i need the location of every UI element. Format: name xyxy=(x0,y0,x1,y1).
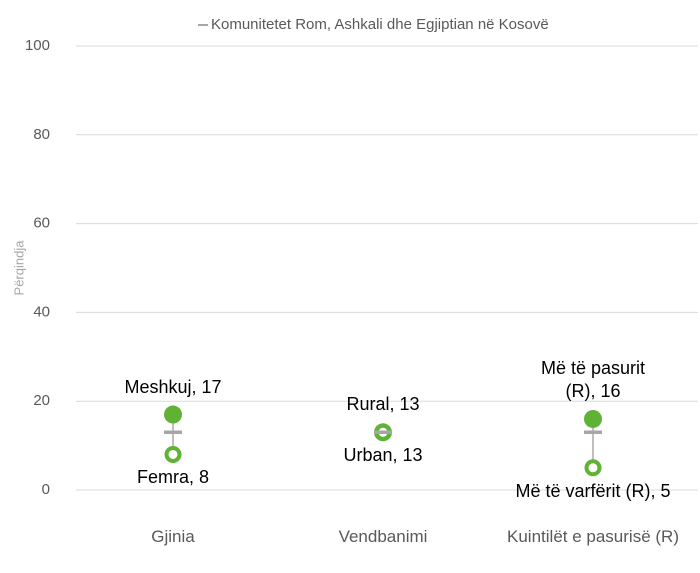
y-tick-label: 20 xyxy=(33,392,50,409)
x-tick-label: Vendbanimi xyxy=(338,527,428,546)
dot-low xyxy=(164,445,182,463)
data-label: Meshkuj, 17 xyxy=(124,376,222,397)
legend-label: Komunitetet Rom, Ashkali dhe Egjiptian n… xyxy=(211,16,549,33)
dot-high xyxy=(164,405,182,424)
data-label: Femra, 8 xyxy=(137,467,210,488)
data-label: Më të pasurit (R), 16 xyxy=(540,357,646,401)
x-tick-label: Kuintilët e pasurisë (R) xyxy=(507,527,679,546)
y-tick-label: 60 xyxy=(33,215,50,232)
y-tick-label: 0 xyxy=(42,481,50,498)
data-label: Më të varfërit (R), 5 xyxy=(515,480,671,501)
data-label: Urban, 13 xyxy=(343,445,423,466)
data-label: Rural, 13 xyxy=(346,394,420,415)
y-tick-label: 80 xyxy=(33,126,50,143)
y-axis-label: Përqindja xyxy=(11,240,26,296)
dot-low xyxy=(584,459,602,477)
x-tick-label: Gjinia xyxy=(151,527,195,546)
y-tick-label: 100 xyxy=(25,37,50,54)
y-tick-label: 40 xyxy=(33,303,50,320)
dot-high xyxy=(584,409,602,428)
